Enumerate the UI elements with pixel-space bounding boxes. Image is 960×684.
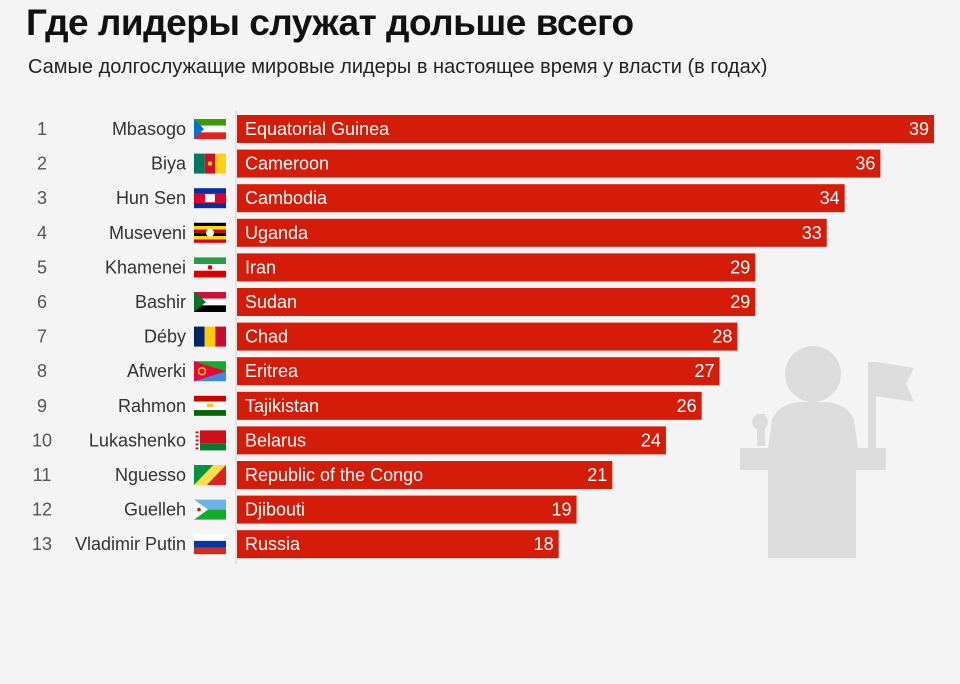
belarus-flag: [194, 430, 226, 451]
bar-row: 5 Khamenei Iran 29: [37, 253, 756, 282]
cambodia-flag: [194, 188, 226, 209]
value-label: 26: [677, 396, 697, 416]
bar: [237, 253, 756, 282]
rank-label: 10: [32, 430, 52, 450]
country-label: Sudan: [245, 292, 297, 312]
country-label: Djibouti: [245, 500, 305, 520]
leader-at-podium-icon: [740, 346, 914, 558]
leader-name-label: Afwerki: [127, 361, 186, 381]
country-label: Chad: [245, 327, 288, 347]
bar: [237, 391, 702, 420]
country-label: Equatorial Guinea: [245, 119, 390, 139]
country-label: Republic of the Congo: [245, 465, 423, 485]
bar: [237, 495, 577, 524]
leader-name-label: Museveni: [109, 223, 186, 243]
bar: [237, 149, 881, 178]
rank-label: 9: [37, 396, 47, 416]
value-label: 19: [552, 500, 572, 520]
value-label: 18: [534, 534, 554, 554]
bar-row: 3 Hun Sen Cambodia 34: [37, 184, 845, 213]
bar-row: 11 Nguesso Republic of the Congo 21: [33, 461, 613, 489]
russia-flag: [194, 534, 226, 555]
leader-name-label: Bashir: [135, 292, 186, 312]
value-label: 34: [820, 188, 840, 208]
value-label: 21: [587, 465, 607, 485]
bar: [237, 530, 559, 559]
bar-row: 9 Rahmon Tajikistan 26: [37, 391, 702, 420]
value-label: 33: [802, 223, 822, 243]
value-label: 39: [909, 119, 929, 139]
rank-label: 1: [37, 119, 47, 139]
value-label: 29: [730, 292, 750, 312]
bar: [237, 184, 845, 213]
rank-label: 13: [32, 534, 52, 554]
value-label: 29: [730, 257, 750, 277]
leader-name-label: Déby: [144, 327, 186, 347]
bar: [237, 218, 827, 247]
country-label: Cameroon: [245, 154, 329, 174]
chart-title: Где лидеры служат дольше всего: [26, 2, 634, 43]
rank-label: 12: [32, 500, 52, 520]
country-label: Russia: [245, 534, 301, 554]
bar: [237, 115, 934, 143]
djibouti-flag: [194, 499, 226, 520]
leader-name-label: Khamenei: [105, 257, 186, 277]
bar: [237, 461, 613, 489]
value-label: 36: [855, 154, 875, 174]
bar-row: 13 Vladimir Putin Russia 18: [32, 530, 559, 559]
leader-name-label: Rahmon: [118, 396, 186, 416]
leader-name-label: Vladimir Putin: [75, 534, 186, 554]
rank-label: 8: [37, 361, 47, 381]
bar: [237, 357, 720, 386]
value-label: 27: [695, 361, 715, 381]
value-label: 24: [641, 430, 661, 450]
country-label: Belarus: [245, 430, 306, 450]
cameroon-flag: [194, 153, 226, 174]
leader-name-label: Guelleh: [124, 500, 186, 520]
value-label: 28: [712, 327, 732, 347]
country-label: Iran: [245, 257, 276, 277]
leader-name-label: Lukashenko: [89, 430, 186, 450]
bar: [237, 288, 756, 316]
bar-row: 2 Biya Cameroon 36: [37, 149, 881, 178]
bar-row: 1 Mbasogo Equatorial Guinea 39: [37, 115, 934, 143]
leader-name-label: Mbasogo: [112, 119, 186, 139]
uganda-flag: [194, 222, 226, 243]
congo-flag: [194, 465, 226, 485]
bar: [237, 322, 738, 351]
rank-label: 6: [37, 292, 47, 312]
leader-name-label: Biya: [151, 154, 187, 174]
rank-label: 2: [37, 154, 47, 174]
bar-row: 8 Afwerki Eritrea 27: [37, 357, 720, 386]
leader-name-label: Nguesso: [115, 465, 186, 485]
bar: [237, 426, 666, 455]
rank-label: 3: [37, 188, 47, 208]
sudan-flag: [194, 292, 226, 312]
rank-label: 5: [37, 257, 47, 277]
bar-row: 7 Déby Chad 28: [37, 322, 738, 351]
bar-row: 12 Guelleh Djibouti 19: [32, 495, 577, 524]
iran-flag: [194, 257, 226, 278]
bar-row: 10 Lukashenko Belarus 24: [32, 426, 666, 455]
rank-label: 11: [33, 465, 52, 485]
eritrea-flag: [194, 361, 226, 382]
chart-subtitle: Самые долгослужащие мировые лидеры в нас…: [28, 56, 768, 78]
equatorial-guinea-flag: [194, 119, 226, 139]
country-label: Uganda: [245, 223, 309, 243]
rank-label: 4: [37, 223, 47, 243]
leader-name-label: Hun Sen: [116, 188, 186, 208]
country-label: Tajikistan: [245, 396, 319, 416]
chad-flag: [194, 326, 226, 347]
tajikistan-flag: [194, 395, 226, 416]
country-label: Cambodia: [245, 188, 328, 208]
rank-label: 7: [37, 327, 47, 347]
bar-row: 4 Museveni Uganda 33: [37, 218, 827, 247]
country-label: Eritrea: [245, 361, 299, 381]
bar-row: 6 Bashir Sudan 29: [37, 288, 756, 316]
